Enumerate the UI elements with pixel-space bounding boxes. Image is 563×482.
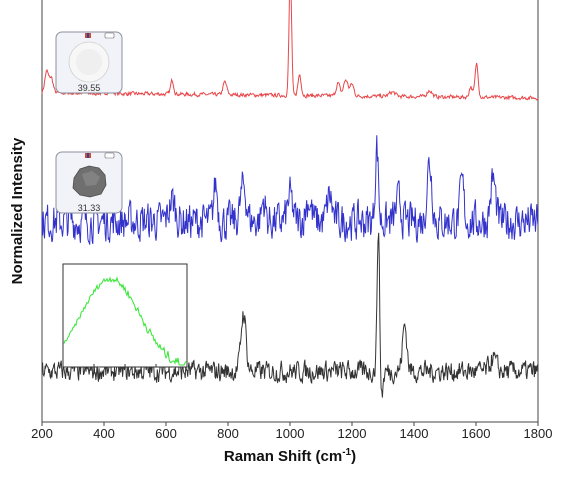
x-tick-label: 200 (31, 426, 53, 441)
inset-spectrum (62, 263, 188, 368)
x-tick-label: 1000 (276, 426, 305, 441)
x-tick-label: 1200 (338, 426, 367, 441)
tag-icon (104, 32, 115, 39)
tag-icon (104, 152, 115, 159)
inset-spectrum-line (63, 276, 187, 366)
x-ticks: 200 400 600 800 1000 1200 1400 1600 1800 (31, 422, 552, 441)
y-axis-title: Normalized Intensity (9, 137, 26, 284)
spectrum-line-1 (41, 0, 539, 101)
spectra-series (41, 0, 539, 398)
particle-gray-highlight (82, 171, 100, 186)
x-axis-title-end: ) (351, 448, 356, 465)
thumbnail-value-1: 39.55 (78, 83, 101, 93)
particle-thumbnail-1[interactable]: 39.55 (55, 31, 123, 94)
x-tick-label: 1600 (462, 426, 491, 441)
x-axis-title: Raman Shift (cm-1) (224, 447, 356, 465)
x-axis-title-sup: -1 (342, 447, 351, 458)
thumbnail-value-2: 31.33 (78, 203, 101, 213)
x-tick-label: 600 (155, 426, 177, 441)
spectrum-line-2 (41, 135, 539, 245)
x-tick-label: 1400 (400, 426, 429, 441)
x-tick-label: 400 (93, 426, 115, 441)
x-axis-title-main: Raman Shift (cm (224, 448, 342, 465)
x-tick-label: 1800 (524, 426, 553, 441)
particle-thumbnail-2[interactable]: 31.33 (55, 151, 123, 214)
x-tick-label: 800 (217, 426, 239, 441)
flag-icon-stripe (87, 33, 89, 38)
spectrum-line-3 (41, 232, 539, 398)
flag-icon-stripe (87, 153, 89, 158)
inset-frame (62, 263, 188, 368)
particle-white-shade (76, 49, 102, 75)
